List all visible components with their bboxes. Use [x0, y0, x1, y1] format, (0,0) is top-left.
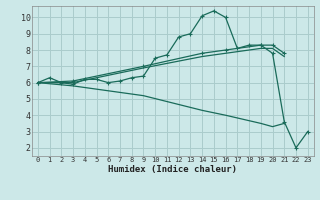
X-axis label: Humidex (Indice chaleur): Humidex (Indice chaleur): [108, 165, 237, 174]
